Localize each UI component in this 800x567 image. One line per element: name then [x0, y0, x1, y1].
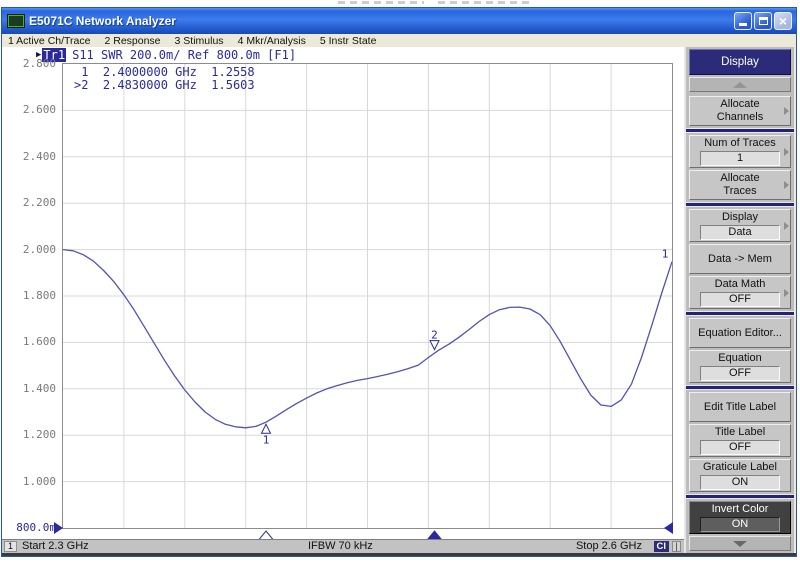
cropped-caption-remnant: [438, 1, 532, 4]
close-icon: ×: [778, 13, 788, 29]
chevron-up-icon: [733, 81, 747, 88]
svg-text:1: 1: [263, 433, 270, 446]
softkey-scroll-up-button[interactable]: [689, 77, 791, 92]
softkey-value: OFF: [700, 366, 780, 381]
softkey-display-data[interactable]: Display Data: [689, 209, 791, 242]
title-bar: E5071C Network Analyzer ×: [2, 8, 796, 34]
softkey-allocate-traces[interactable]: Allocate Traces: [689, 170, 791, 200]
softkey-equation[interactable]: Equation OFF: [689, 350, 791, 383]
y-axis-label: 2.400: [22, 149, 56, 163]
trace-header-text: S11 SWR 200.0m/ Ref 800.0m [F1]: [72, 48, 297, 62]
start-frequency-label: Start 2.3 GHz: [22, 540, 89, 552]
softkey-label: Channels: [716, 111, 764, 123]
softkey-allocate-channels[interactable]: Allocate Channels: [689, 96, 791, 126]
window-bottom-edge: [2, 553, 796, 556]
svg-text:2: 2: [431, 329, 438, 342]
y-axis-label: 800.0m: [16, 521, 56, 534]
softkey-label: Allocate: [720, 172, 760, 184]
channel-indicator: 1: [4, 541, 17, 552]
app-icon: [7, 14, 25, 28]
window-title: E5071C Network Analyzer: [29, 14, 176, 28]
softkey-value: ON: [700, 517, 780, 532]
softkey-edit-title-label[interactable]: Edit Title Label: [689, 392, 791, 422]
trace-header: ▶ Tr1 S11 SWR 200.0m/ Ref 800.0m [F1]: [36, 48, 296, 62]
continuous-trigger-indicator: Cl: [653, 541, 669, 552]
softkey-label: Data Math: [714, 278, 766, 290]
softkey-invert-color[interactable]: Invert Color ON: [689, 501, 791, 534]
softkey-value: Data: [700, 225, 780, 240]
y-axis-label: 1.000: [22, 474, 56, 488]
softkey-label: Data -> Mem: [708, 252, 772, 265]
softkey-label: Equation Editor...: [698, 326, 782, 339]
submenu-arrow-icon: [784, 221, 789, 230]
svg-text:1: 1: [662, 248, 669, 261]
ref-level-left-marker-icon: [54, 522, 63, 534]
softkey-value: OFF: [700, 292, 780, 307]
softkey-graticule-label[interactable]: Graticule Label ON: [689, 459, 791, 492]
submenu-arrow-icon: [784, 147, 789, 156]
softkey-sidebar: Display Allocate Channels Num of Traces 1 Al…: [684, 47, 794, 553]
softkey-label: Display: [721, 211, 759, 223]
softkey-value: 1: [700, 151, 780, 166]
softkey-label: Allocate: [720, 98, 760, 110]
stop-frequency-label: Stop 2.6 GHz: [575, 540, 642, 552]
screen-area: ▶ Tr1 S11 SWR 200.0m/ Ref 800.0m [F1] 2.…: [2, 47, 684, 540]
restore-button[interactable]: [754, 12, 772, 30]
softkey-title-label[interactable]: Title Label OFF: [689, 424, 791, 457]
y-axis-label: 1.200: [22, 428, 56, 442]
softkey-value: OFF: [700, 440, 780, 455]
softkey-equation-editor[interactable]: Equation Editor...: [689, 318, 791, 348]
marker-readout: 1 2.4000000 GHz 1.2558 >2 2.4830000 GHz …: [74, 65, 255, 92]
softkey-menu-title: Display: [689, 49, 791, 75]
softkey-num-of-traces[interactable]: Num of Traces 1: [689, 135, 791, 168]
status-extra-indicator: |: [672, 541, 681, 552]
chevron-down-icon: [733, 540, 747, 547]
softkey-value: ON: [700, 475, 780, 490]
softkey-data-to-mem[interactable]: Data -> Mem: [689, 244, 791, 274]
y-axis-label: 1.400: [22, 381, 56, 395]
softkey-label: Invert Color: [711, 503, 769, 515]
softkey-label: Graticule Label: [703, 461, 777, 473]
app-window: E5071C Network Analyzer × 1 Active Ch/Tr…: [1, 7, 797, 557]
softkey-scroll-down-button[interactable]: [689, 536, 791, 551]
softkey-label: Equation: [718, 352, 762, 364]
softkey-group-separator: [686, 494, 794, 499]
y-axis-label: 2.200: [22, 196, 56, 210]
submenu-arrow-icon: [784, 288, 789, 297]
ifbw-label: IFBW 70 kHz: [308, 540, 373, 552]
submenu-arrow-icon: [784, 181, 789, 189]
softkey-label: Traces: [723, 185, 757, 197]
status-bar: 1 Start 2.3 GHz IFBW 70 kHz Stop 2.6 GHz…: [2, 539, 684, 553]
softkey-data-math[interactable]: Data Math OFF: [689, 276, 791, 309]
ref-level-right-marker-icon: [664, 522, 673, 534]
softkey-label: Num of Traces: [704, 137, 776, 149]
graph-area[interactable]: 1 2 1: [62, 63, 673, 529]
minimize-icon: [739, 23, 747, 26]
softkey-group-separator: [686, 128, 794, 133]
y-axis-label: 1.800: [22, 289, 56, 302]
menu-item-4[interactable]: 4 Mkr/Analysis: [237, 34, 306, 47]
y-axis-label: 2.000: [22, 242, 56, 256]
y-axis-label: 2.800: [22, 57, 56, 70]
close-button[interactable]: ×: [774, 12, 792, 30]
menu-item-3[interactable]: 3 Stimulus: [174, 34, 224, 47]
softkey-group-separator: [686, 311, 794, 316]
active-trace-arrow-icon: ▶: [36, 50, 42, 60]
softkey-label: Edit Title Label: [703, 400, 777, 413]
softkey-group-separator: [686, 202, 794, 207]
menu-item-1[interactable]: 1 Active Ch/Trace: [8, 34, 91, 47]
menu-item-2[interactable]: 2 Response: [104, 34, 161, 47]
submenu-arrow-icon: [784, 107, 789, 115]
softkey-label: Title Label: [714, 426, 766, 438]
trace-plot: 1 2 1: [62, 64, 673, 528]
minimize-button[interactable]: [734, 12, 752, 30]
trace-badge[interactable]: Tr1: [42, 48, 67, 62]
menu-bar: 1 Active Ch/Trace 2 Response 3 Stimulus 4 M…: [2, 34, 796, 47]
softkey-group-separator: [686, 385, 794, 390]
y-axis-label: 1.600: [22, 335, 56, 349]
y-axis-label: 2.600: [22, 103, 56, 117]
menu-item-5[interactable]: 5 Instr State: [319, 34, 377, 47]
cropped-caption-remnant: [338, 1, 424, 4]
restore-icon: [758, 17, 768, 25]
